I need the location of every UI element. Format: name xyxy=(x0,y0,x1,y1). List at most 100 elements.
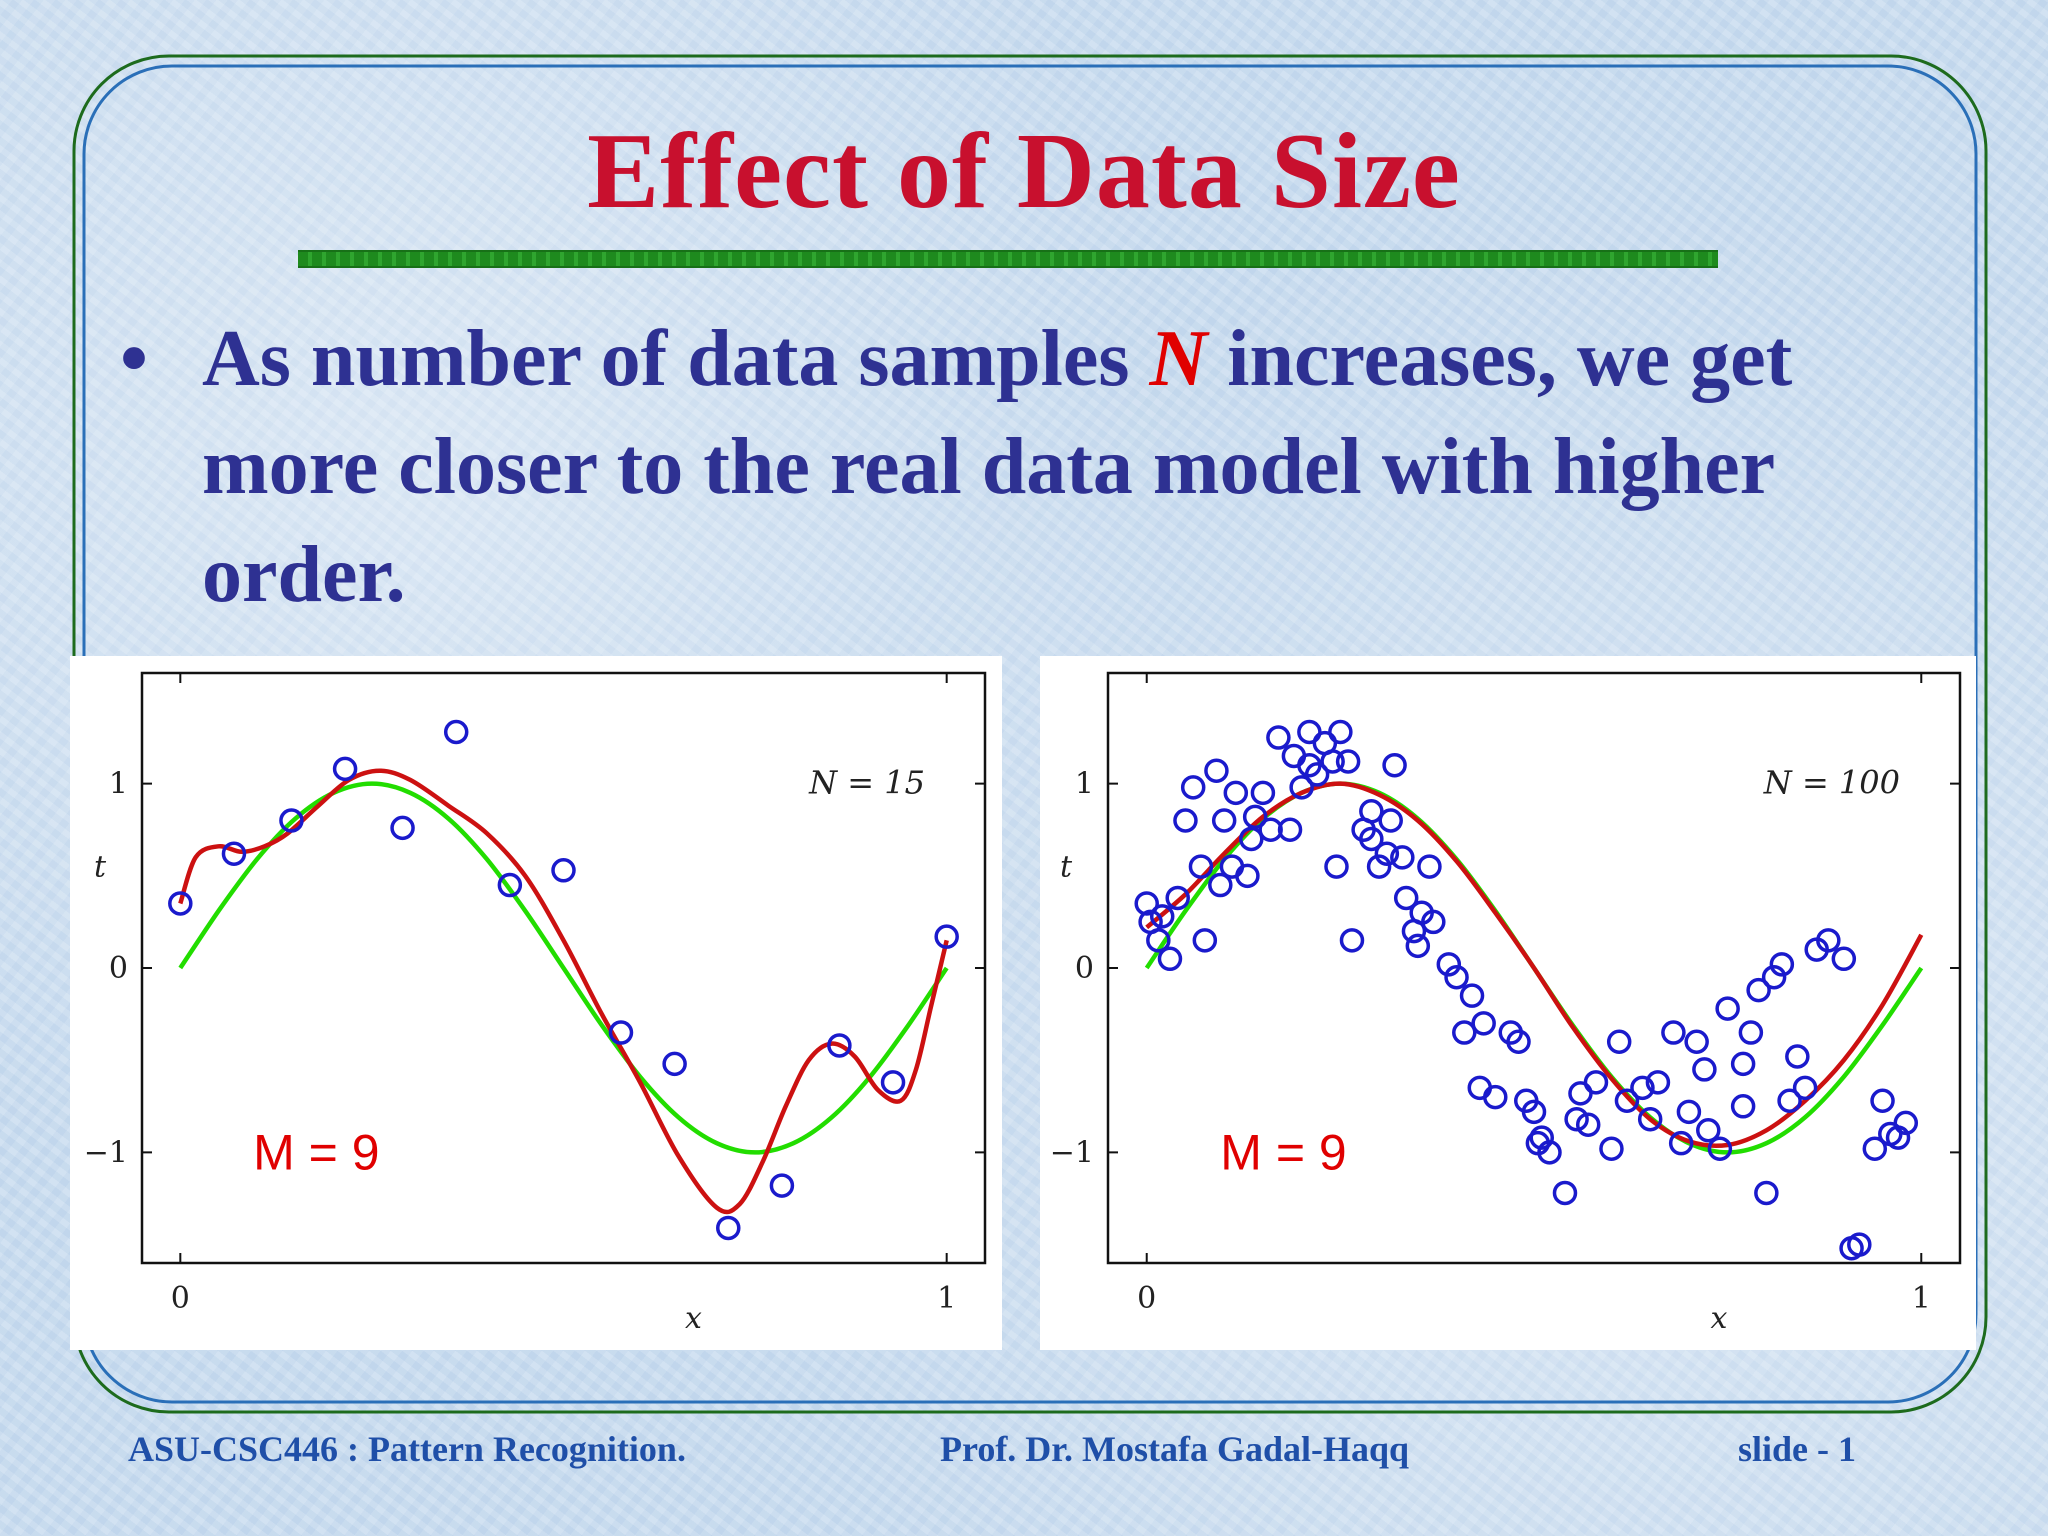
data-point xyxy=(1630,1075,1655,1101)
bullet-marker: • xyxy=(120,315,149,403)
data-point xyxy=(1645,1070,1671,1095)
data-point xyxy=(1444,964,1469,990)
data-point xyxy=(1552,1180,1578,1206)
data-point xyxy=(551,858,576,883)
data-point xyxy=(1537,1140,1562,1165)
fitted-polynomial-curve xyxy=(178,768,949,1215)
data-point xyxy=(880,1070,906,1095)
bullet-variable-n: N xyxy=(1149,315,1208,403)
data-point xyxy=(1452,1020,1477,1045)
data-point xyxy=(443,719,469,745)
data-point xyxy=(1281,743,1307,769)
title-underline xyxy=(298,250,1718,268)
chart-n100: 0 1 −1 0 1 x t N = 100 M = 9 xyxy=(1050,671,1962,1336)
n-annotation: N = 15 xyxy=(808,764,925,802)
data-point xyxy=(1421,909,1446,935)
data-point xyxy=(1467,1075,1493,1101)
data-point xyxy=(1235,863,1260,889)
data-point xyxy=(1637,1106,1663,1132)
n-annotation: N = 100 xyxy=(1763,764,1900,802)
data-point xyxy=(1266,725,1291,750)
data-point xyxy=(1204,758,1229,783)
data-point xyxy=(1219,854,1245,879)
data-point xyxy=(1777,1088,1802,1113)
data-point xyxy=(1320,749,1345,774)
data-point xyxy=(1599,1136,1624,1161)
data-point xyxy=(1242,804,1268,830)
data-point xyxy=(1847,1232,1872,1257)
data-point xyxy=(1564,1106,1589,1132)
data-point xyxy=(1324,854,1349,879)
data-point xyxy=(1483,1084,1508,1110)
y-tick-label: 1 xyxy=(109,767,128,802)
data-point xyxy=(769,1173,795,1198)
data-point xyxy=(1417,854,1442,879)
data-point xyxy=(1730,1051,1756,1077)
data-point xyxy=(1738,1020,1764,1045)
data-point xyxy=(1746,977,1771,1003)
data-point xyxy=(1715,996,1740,1021)
data-point xyxy=(1816,928,1841,953)
data-point xyxy=(1761,964,1787,990)
data-point xyxy=(1393,885,1419,911)
data-point xyxy=(1165,885,1190,911)
data-point xyxy=(1707,1136,1733,1161)
data-point xyxy=(1339,928,1365,953)
data-point xyxy=(1239,826,1264,852)
x-tick-label: 1 xyxy=(1912,1281,1931,1316)
bullet-text-part2: increases, we get more closer to the rea… xyxy=(202,315,1793,619)
data-point xyxy=(1583,1070,1609,1095)
x-tick-label: 0 xyxy=(171,1281,190,1316)
data-point xyxy=(1661,1020,1686,1045)
data-point xyxy=(221,841,247,866)
x-axis-label: x xyxy=(685,1301,702,1336)
data-point xyxy=(1696,1118,1721,1143)
data-point xyxy=(1289,775,1314,800)
x-tick-label: 0 xyxy=(1137,1281,1156,1316)
data-point xyxy=(1250,780,1276,806)
data-point xyxy=(1436,952,1462,977)
data-point xyxy=(1208,872,1233,898)
y-tick-label: 0 xyxy=(1075,951,1094,986)
data-point xyxy=(1173,808,1198,833)
data-point xyxy=(716,1215,741,1241)
x-axis-label: x xyxy=(1711,1301,1728,1336)
data-point xyxy=(1870,1088,1895,1113)
data-point xyxy=(1149,904,1175,929)
footer-author: Prof. Dr. Mostafa Gadal-Haqq xyxy=(940,1429,1410,1469)
data-point xyxy=(1405,933,1431,959)
bullet-text: As number of data samples N increases, w… xyxy=(202,305,1902,629)
data-point xyxy=(1146,928,1171,953)
slide-title: Effect of Data Size xyxy=(587,112,1461,231)
data-point xyxy=(1374,841,1400,866)
data-point xyxy=(1328,719,1353,745)
data-point xyxy=(390,815,415,841)
y-axis-label: t xyxy=(94,850,107,885)
data-point xyxy=(1188,854,1214,879)
data-point xyxy=(1769,952,1795,977)
data-point xyxy=(1180,775,1206,800)
data-point xyxy=(662,1051,687,1077)
data-point xyxy=(934,924,959,949)
plot-panel-left: 0 1 −1 0 1 x t N = 15 M = 9 xyxy=(70,656,1002,1350)
data-point xyxy=(1192,928,1218,953)
data-point xyxy=(1157,946,1183,972)
data-point xyxy=(1471,1011,1496,1036)
y-tick-label: −1 xyxy=(1050,1135,1094,1170)
y-tick-label: 0 xyxy=(109,951,128,986)
data-point xyxy=(1575,1112,1601,1137)
data-point xyxy=(497,872,523,898)
footer-slide-number: slide - 1 xyxy=(1738,1429,1857,1469)
x-tick-label: 1 xyxy=(937,1281,956,1316)
data-point xyxy=(1459,983,1485,1008)
data-point xyxy=(1277,817,1303,842)
data-point xyxy=(827,1033,852,1058)
data-point xyxy=(1211,808,1237,833)
data-point xyxy=(1893,1110,1919,1136)
plot-panel-right: 0 1 −1 0 1 x t N = 100 M = 9 xyxy=(1040,656,1976,1350)
footer-course: ASU-CSC446 : Pattern Recognition. xyxy=(128,1429,686,1469)
data-point xyxy=(608,1020,634,1045)
y-tick-label: 1 xyxy=(1075,767,1094,802)
data-point xyxy=(1730,1094,1756,1119)
data-point xyxy=(1378,808,1403,833)
